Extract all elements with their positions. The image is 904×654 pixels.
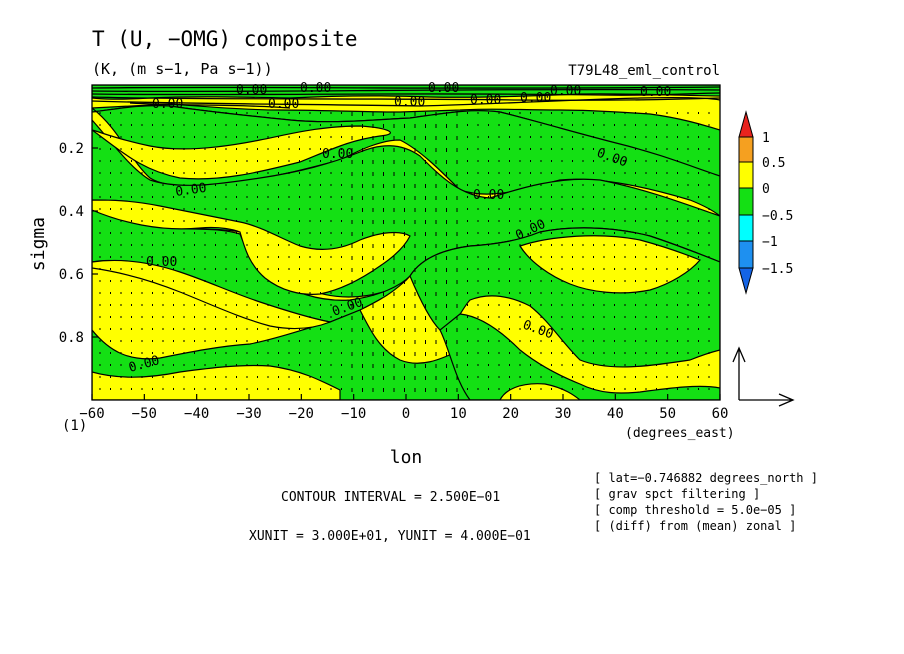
y-tick-label: 0.6 <box>59 267 84 283</box>
x-tick-label: 10 <box>450 406 467 422</box>
colorbar-band-blue <box>738 240 754 269</box>
chart-title: T (U, −OMG) composite <box>92 27 358 51</box>
x-tick-label: −60 <box>79 406 104 422</box>
unit-vector-legend <box>732 346 795 407</box>
colorbar-band-green <box>738 187 754 216</box>
positive-region-4 <box>519 235 701 294</box>
run-label: T79L48_eml_control <box>568 63 720 79</box>
info-line-threshold: [ comp threshold = 5.0e−05 ] <box>594 503 796 517</box>
x-tick-label: 60 <box>712 406 729 422</box>
y-axis-label: sigma <box>28 217 49 271</box>
colorbar-band-orange <box>738 136 754 163</box>
contour-label: 0.00 <box>152 97 183 112</box>
x-tick-label: 40 <box>607 406 624 422</box>
positive-region-5 <box>92 364 341 400</box>
colorbar-cap-bottom <box>738 267 754 295</box>
contour-interval-text: CONTOUR INTERVAL = 2.500E−01 <box>281 490 500 505</box>
contour-label: 0.00 <box>640 85 671 100</box>
y-tick-label: 0.2 <box>59 141 84 157</box>
y-bottom-label: (1) <box>62 418 87 434</box>
contour-label: 0.00 <box>268 97 299 112</box>
colorbar-tick-label: −0.5 <box>762 209 793 224</box>
colorbar-tick-label: 1 <box>762 131 770 146</box>
colorbar-band-cyan <box>738 214 754 242</box>
colorbar-band-yellow <box>738 161 754 189</box>
x-tick-label: 0 <box>402 406 410 422</box>
unit-vector-up-arrow <box>732 346 746 400</box>
colorbar-cap-top <box>738 110 754 138</box>
contour-label: 0.00 <box>300 81 331 96</box>
contour-label: 0.00 <box>174 181 207 200</box>
positive-region-1 <box>92 125 391 180</box>
x-tick-label: 50 <box>659 406 676 422</box>
vector-field <box>99 112 710 392</box>
x-tick-label: −40 <box>184 406 209 422</box>
contour-label: 0.00 <box>394 95 425 110</box>
info-line-diff: [ (diff) from (mean) zonal ] <box>594 519 796 533</box>
chart-subtitle: (K, (m s−1, Pa s−1)) <box>92 60 273 78</box>
y-axis: 0.2 0.4 0.6 0.8 <box>59 141 98 346</box>
positive-region-3 <box>92 259 333 330</box>
x-tick-label: 30 <box>555 406 572 422</box>
contour-label: 0.00 <box>520 91 551 106</box>
info-line-lat: [ lat=−0.746882 degrees_north ] <box>594 471 818 485</box>
contour-label: 0.00 <box>236 83 267 98</box>
x-unit-label: (degrees_east) <box>625 426 735 441</box>
x-axis-label: lon <box>390 447 423 468</box>
x-axis: −60 −50 −40 −30 −20 −10 0 10 20 30 40 50 60 <box>79 394 728 422</box>
y-tick-label: 0.8 <box>59 330 84 346</box>
top-contour-lines <box>92 86 720 109</box>
x-tick-label: −20 <box>289 406 314 422</box>
x-tick-label: −30 <box>236 406 261 422</box>
info-line-filter: [ grav spct filtering ] <box>594 487 760 501</box>
contour-label: 0.00 <box>470 93 501 108</box>
positive-region-2 <box>92 199 411 295</box>
colorbar: 1 0.5 0 −0.5 −1 −1.5 <box>738 110 793 295</box>
contour-label: 0.00 <box>473 188 504 203</box>
colorbar-tick-label: −1.5 <box>762 262 793 277</box>
unit-vector-right-arrow <box>739 393 795 407</box>
contour-label: 0.00 <box>550 84 581 99</box>
contour-label: 0.00 <box>428 81 459 96</box>
x-tick-label: −50 <box>132 406 157 422</box>
x-tick-label: −10 <box>341 406 366 422</box>
contour-label: 0.00 <box>146 255 177 270</box>
unit-vector-text: XUNIT = 3.000E+01, YUNIT = 4.000E−01 <box>249 529 531 544</box>
contour-label: 0.00 <box>322 147 353 162</box>
colorbar-tick-label: −1 <box>762 235 778 250</box>
colorbar-tick-label: 0 <box>762 182 770 197</box>
x-tick-label: 20 <box>502 406 519 422</box>
positive-islands <box>92 125 701 400</box>
colorbar-tick-label: 0.5 <box>762 156 785 171</box>
colorbar-labels: 1 0.5 0 −0.5 −1 −1.5 <box>762 131 793 277</box>
y-tick-label: 0.4 <box>59 204 84 220</box>
plot-area: 0.00 0.00 0.00 0.00 0.00 0.00 0.00 0.00 … <box>91 81 721 401</box>
